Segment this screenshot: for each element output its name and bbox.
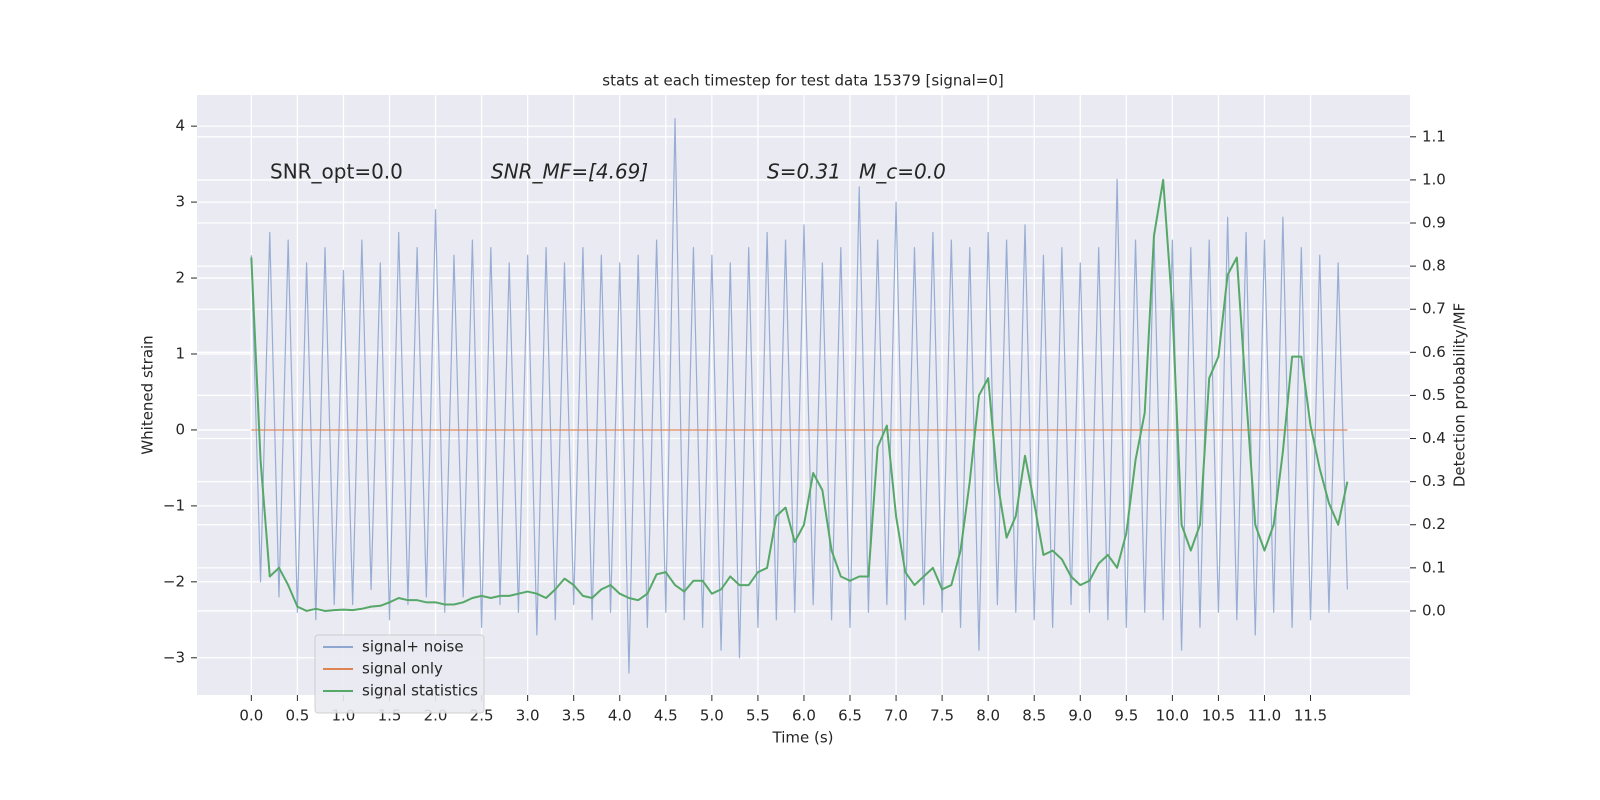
x-tick-label: 11.5 bbox=[1294, 707, 1327, 725]
y-tick-label: 1 bbox=[175, 344, 185, 362]
x-tick-label: 9.0 bbox=[1068, 707, 1092, 725]
x-tick-label: 4.0 bbox=[608, 707, 632, 725]
series-line bbox=[250, 178, 1349, 612]
x-tick-label: 10.0 bbox=[1156, 707, 1189, 725]
y2-tick-label: 0.4 bbox=[1422, 429, 1446, 447]
y-tick-label: −1 bbox=[163, 496, 185, 514]
y-tick-label: −2 bbox=[163, 572, 185, 590]
y2-tick-label: 0.7 bbox=[1422, 300, 1446, 318]
y-tick-label: 2 bbox=[175, 269, 185, 287]
y-tick-label: 0 bbox=[175, 420, 185, 438]
legend-label: signal+ noise bbox=[362, 638, 464, 656]
x-tick-label: 8.5 bbox=[1022, 707, 1046, 725]
grid bbox=[197, 95, 1410, 695]
y2-tick-label: 0.1 bbox=[1422, 558, 1446, 576]
x-tick-label: 5.5 bbox=[746, 707, 770, 725]
y2-tick-label: 0.5 bbox=[1422, 386, 1446, 404]
x-tick-label: 11.0 bbox=[1248, 707, 1281, 725]
x-tick-label: 5.0 bbox=[700, 707, 724, 725]
x-tick-label: 9.5 bbox=[1114, 707, 1138, 725]
annotation: S=0.31 bbox=[767, 160, 841, 184]
x-tick-label: 4.5 bbox=[654, 707, 678, 725]
x-tick-label: 0.5 bbox=[285, 707, 309, 725]
annotation: SNR_MF=[4.69] bbox=[491, 160, 648, 184]
chart-title: stats at each timestep for test data 153… bbox=[602, 72, 1003, 90]
annotation: M_c=0.0 bbox=[859, 160, 946, 184]
x-tick-label: 3.0 bbox=[516, 707, 540, 725]
y-tick-label: 3 bbox=[175, 193, 185, 211]
y2-tick-label: 1.1 bbox=[1422, 127, 1446, 145]
x-tick-label: 10.5 bbox=[1202, 707, 1235, 725]
y-tick-label: −3 bbox=[163, 648, 185, 666]
y2-tick-label: 0.3 bbox=[1422, 472, 1446, 490]
y2-axis-label: Detection probability/MF bbox=[1451, 303, 1469, 487]
legend-label: signal only bbox=[362, 660, 443, 678]
legend-label: signal statistics bbox=[362, 682, 478, 700]
series-line bbox=[250, 117, 1348, 674]
y2-tick-label: 0.8 bbox=[1422, 257, 1446, 275]
legend-box bbox=[314, 634, 485, 714]
x-tick-label: 8.0 bbox=[976, 707, 1000, 725]
y2-tick-label: 0.6 bbox=[1422, 343, 1446, 361]
y2-tick-label: 0.9 bbox=[1422, 214, 1446, 232]
annotation: SNR_opt=0.0 bbox=[270, 160, 403, 184]
y2-tick-label: 0.2 bbox=[1422, 515, 1446, 533]
y-tick-label: 4 bbox=[175, 117, 185, 135]
x-tick-label: 6.5 bbox=[838, 707, 862, 725]
x-tick-label: 7.5 bbox=[930, 707, 954, 725]
y-axis-label: Whitened strain bbox=[139, 335, 157, 454]
x-tick-label: 6.0 bbox=[792, 707, 816, 725]
x-axis-label: Time (s) bbox=[772, 729, 834, 747]
x-tick-label: 7.0 bbox=[884, 707, 908, 725]
y2-tick-label: 0.0 bbox=[1422, 601, 1446, 619]
x-tick-label: 0.0 bbox=[239, 707, 263, 725]
y2-tick-label: 1.0 bbox=[1422, 170, 1446, 188]
x-tick-label: 3.5 bbox=[562, 707, 586, 725]
